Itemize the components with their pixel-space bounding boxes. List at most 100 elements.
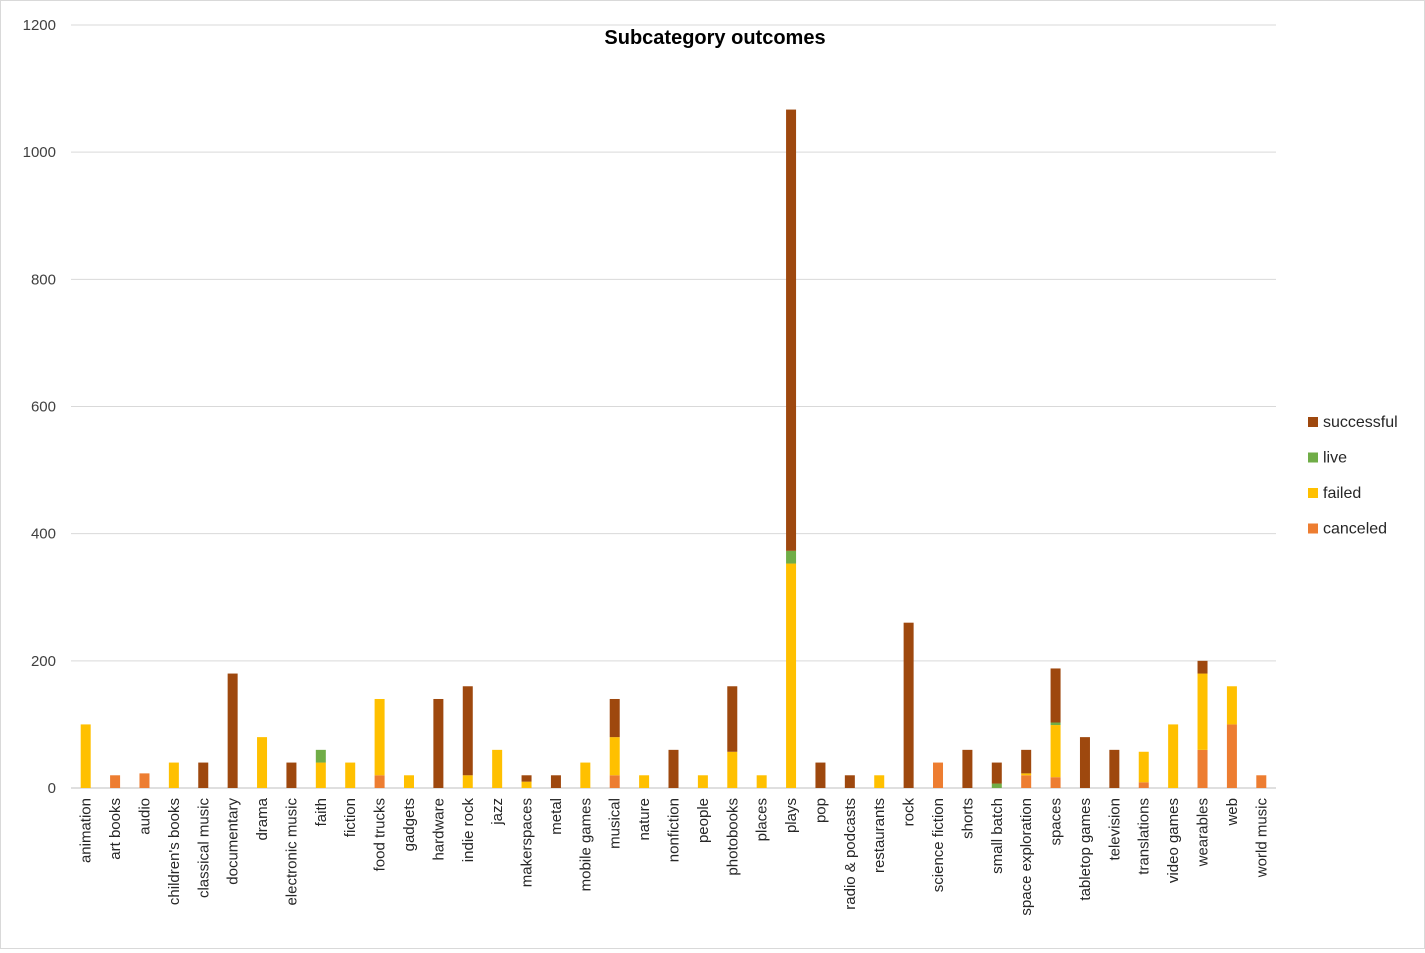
x-tick-label: space exploration bbox=[1018, 798, 1035, 916]
x-tick-label: shorts bbox=[959, 798, 976, 839]
x-tick-label: audio bbox=[136, 798, 153, 835]
bar-segment-successful bbox=[668, 749, 679, 788]
x-tick-label: places bbox=[754, 798, 771, 841]
bar-segment-failed bbox=[756, 775, 767, 788]
bar-segment-live bbox=[786, 550, 797, 564]
bar-segment-failed bbox=[1168, 724, 1179, 788]
bar-segment-failed bbox=[1138, 751, 1149, 783]
bar-segment-failed bbox=[257, 737, 268, 788]
legend-label-successful: successful bbox=[1323, 414, 1398, 431]
x-tick-label: fiction bbox=[342, 798, 359, 837]
x-tick-label: people bbox=[695, 798, 712, 843]
bar-segment-successful bbox=[1050, 668, 1061, 723]
x-tick-label: plays bbox=[783, 798, 800, 833]
bar-segment-live bbox=[991, 783, 1002, 788]
x-tick-label: food trucks bbox=[372, 798, 389, 871]
bar-segment-canceled bbox=[1021, 775, 1032, 788]
bar-segment-failed bbox=[1197, 673, 1208, 750]
bar-segment-successful bbox=[609, 698, 620, 738]
x-tick-label: musical bbox=[607, 798, 624, 849]
x-tick-label: web bbox=[1224, 798, 1241, 827]
bar-segment-successful bbox=[786, 109, 797, 551]
y-axis: 0 200 400 600 800 1000 1200 bbox=[23, 17, 56, 797]
x-tick-label: small batch bbox=[989, 798, 1006, 874]
x-tick-label: science fiction bbox=[930, 798, 947, 892]
y-tick-label: 400 bbox=[31, 526, 56, 543]
bar-segment-canceled bbox=[1226, 724, 1237, 788]
x-tick-label: drama bbox=[254, 797, 271, 840]
x-tick-label: classical music bbox=[195, 798, 212, 899]
chart-title: Subcategory outcomes bbox=[604, 27, 825, 49]
x-tick-label: world music bbox=[1253, 798, 1270, 879]
x-tick-label: hardware bbox=[430, 798, 447, 861]
bar-segment-failed bbox=[403, 775, 414, 788]
x-tick-label: makerspaces bbox=[519, 798, 536, 887]
bar-segment-successful bbox=[286, 762, 297, 788]
x-tick-label: rock bbox=[901, 798, 918, 827]
bars bbox=[80, 109, 1267, 788]
x-tick-label: pop bbox=[812, 798, 829, 823]
bar-segment-failed bbox=[786, 563, 797, 788]
bar-segment-successful bbox=[433, 698, 444, 788]
bar-segment-successful bbox=[991, 762, 1002, 784]
y-tick-label: 0 bbox=[48, 780, 56, 797]
bar-segment-failed bbox=[1050, 725, 1061, 778]
bar-segment-successful bbox=[198, 762, 209, 788]
x-tick-label: mobile games bbox=[577, 798, 594, 891]
legend-swatch-canceled bbox=[1308, 523, 1318, 534]
legend-swatch-failed bbox=[1308, 488, 1318, 498]
legend-swatch-live bbox=[1308, 452, 1318, 463]
bar-segment-canceled bbox=[609, 775, 620, 788]
x-tick-label: translations bbox=[1136, 798, 1153, 875]
legend-swatch-successful bbox=[1308, 417, 1318, 427]
x-tick-label: photobooks bbox=[724, 798, 741, 876]
bar-segment-successful bbox=[1197, 660, 1208, 674]
bar-segment-failed bbox=[639, 775, 650, 788]
x-tick-label: documentary bbox=[225, 798, 242, 885]
bar-segment-successful bbox=[1109, 749, 1120, 788]
bar-segment-canceled bbox=[139, 773, 150, 788]
x-tick-label: animation bbox=[78, 798, 95, 863]
bar-segment-canceled bbox=[933, 762, 944, 788]
bar-segment-canceled bbox=[374, 775, 385, 788]
x-tick-label: indie rock bbox=[460, 798, 477, 863]
y-tick-label: 200 bbox=[31, 653, 56, 670]
bar-segment-failed bbox=[727, 751, 738, 788]
bar-segment-successful bbox=[844, 775, 855, 788]
bar-segment-successful bbox=[903, 622, 914, 788]
bar-segment-failed bbox=[345, 762, 356, 788]
bar-segment-failed bbox=[168, 762, 179, 788]
bar-segment-failed bbox=[609, 737, 620, 776]
bar-segment-failed bbox=[1021, 773, 1032, 776]
bar-segment-canceled bbox=[1256, 775, 1267, 788]
legend: successful live failed canceled bbox=[1308, 414, 1398, 538]
x-tick-label: art books bbox=[107, 798, 124, 860]
legend-label-failed: failed bbox=[1323, 485, 1361, 502]
bar-segment-successful bbox=[727, 686, 738, 752]
x-tick-label: metal bbox=[548, 798, 565, 835]
x-tick-label: electronic music bbox=[283, 798, 300, 906]
bar-segment-failed bbox=[374, 698, 385, 776]
legend-label-live: live bbox=[1323, 450, 1347, 467]
bar-segment-successful bbox=[1079, 737, 1090, 788]
x-tick-label: nature bbox=[636, 798, 653, 841]
x-tick-label: children's books bbox=[166, 798, 183, 905]
y-tick-label: 800 bbox=[31, 271, 56, 288]
bar-segment-live bbox=[1050, 722, 1061, 726]
x-tick-label: jazz bbox=[489, 798, 506, 826]
legend-label-canceled: canceled bbox=[1323, 521, 1387, 538]
x-axis: animation art books audio children's books c… bbox=[78, 797, 1271, 915]
x-tick-label: faith bbox=[313, 798, 330, 826]
bar-segment-successful bbox=[815, 762, 826, 788]
bar-segment-successful bbox=[521, 775, 532, 782]
bar-segment-successful bbox=[462, 686, 473, 776]
x-tick-label: video games bbox=[1165, 798, 1182, 883]
y-tick-label: 1200 bbox=[23, 17, 56, 34]
bar-segment-failed bbox=[315, 762, 326, 788]
x-tick-label: gadgets bbox=[401, 798, 418, 851]
x-tick-label: tabletop games bbox=[1077, 798, 1094, 901]
bar-segment-canceled bbox=[1050, 777, 1061, 788]
x-tick-label: nonfiction bbox=[666, 798, 683, 862]
bar-segment-successful bbox=[962, 749, 973, 788]
x-tick-label: restaurants bbox=[871, 798, 888, 873]
